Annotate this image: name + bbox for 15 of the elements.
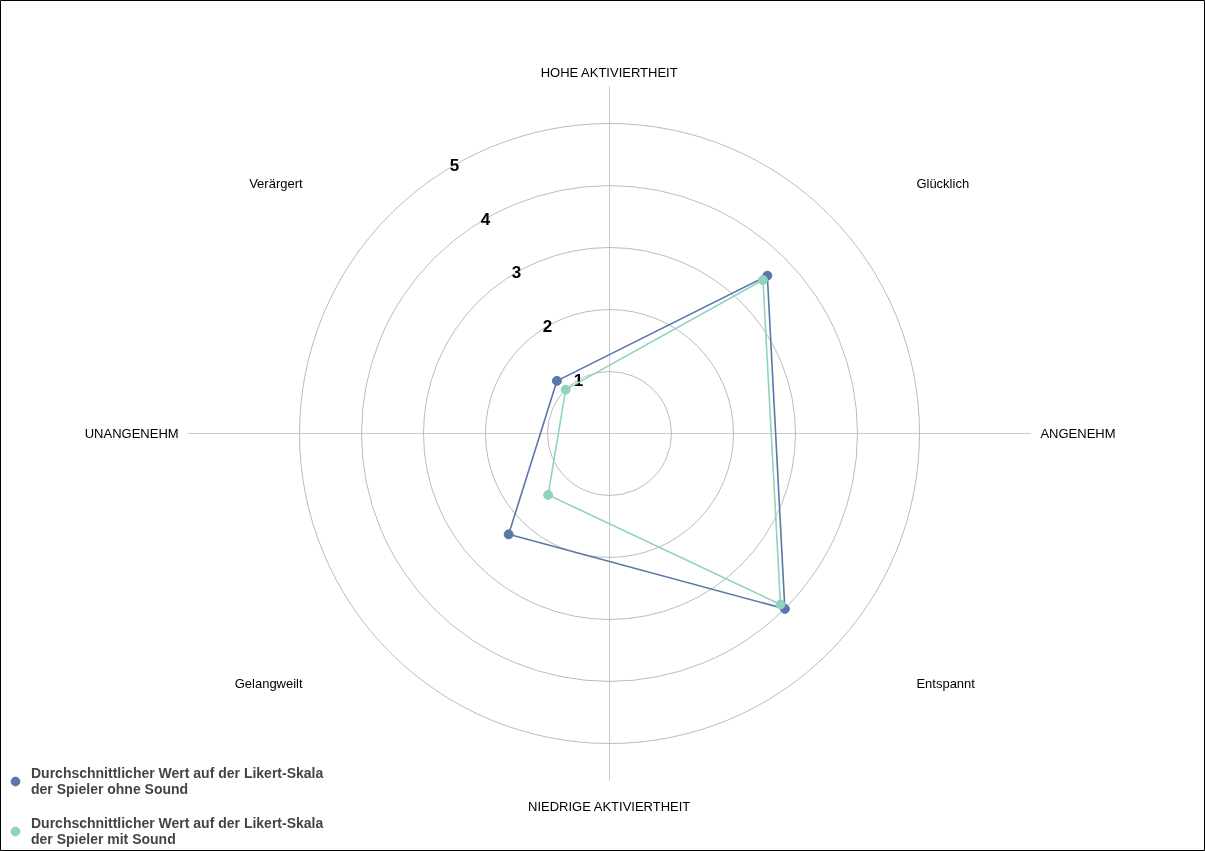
legend-label: Durchschnittlicher Wert auf der Likert-Skala der Spieler ohne Sound [31,765,324,797]
legend-label: Durchschnittlicher Wert auf der Likert-Skala der Spieler mit Sound [31,815,324,847]
text: UNANGENEHM [84,426,179,441]
y-tick-label: 3 [511,263,522,283]
text: NIEDRIGE AKTIVIERTHEIT [528,799,691,815]
text: HOHE AKTIVIERTHEIT [540,65,678,81]
text: ANGENEHM [1040,426,1116,441]
spoke-label: Glücklich [916,175,970,191]
y-tick-label: 1 [573,370,584,390]
spoke-label: Verärgert [249,175,303,191]
y-tick-label: 2 [542,317,553,337]
spoke-label: Gelangweilt [234,676,303,692]
spoke-label: Entspannt [916,676,976,692]
y-tick-label: 5 [449,156,460,176]
y-tick-label: 4 [480,209,491,229]
